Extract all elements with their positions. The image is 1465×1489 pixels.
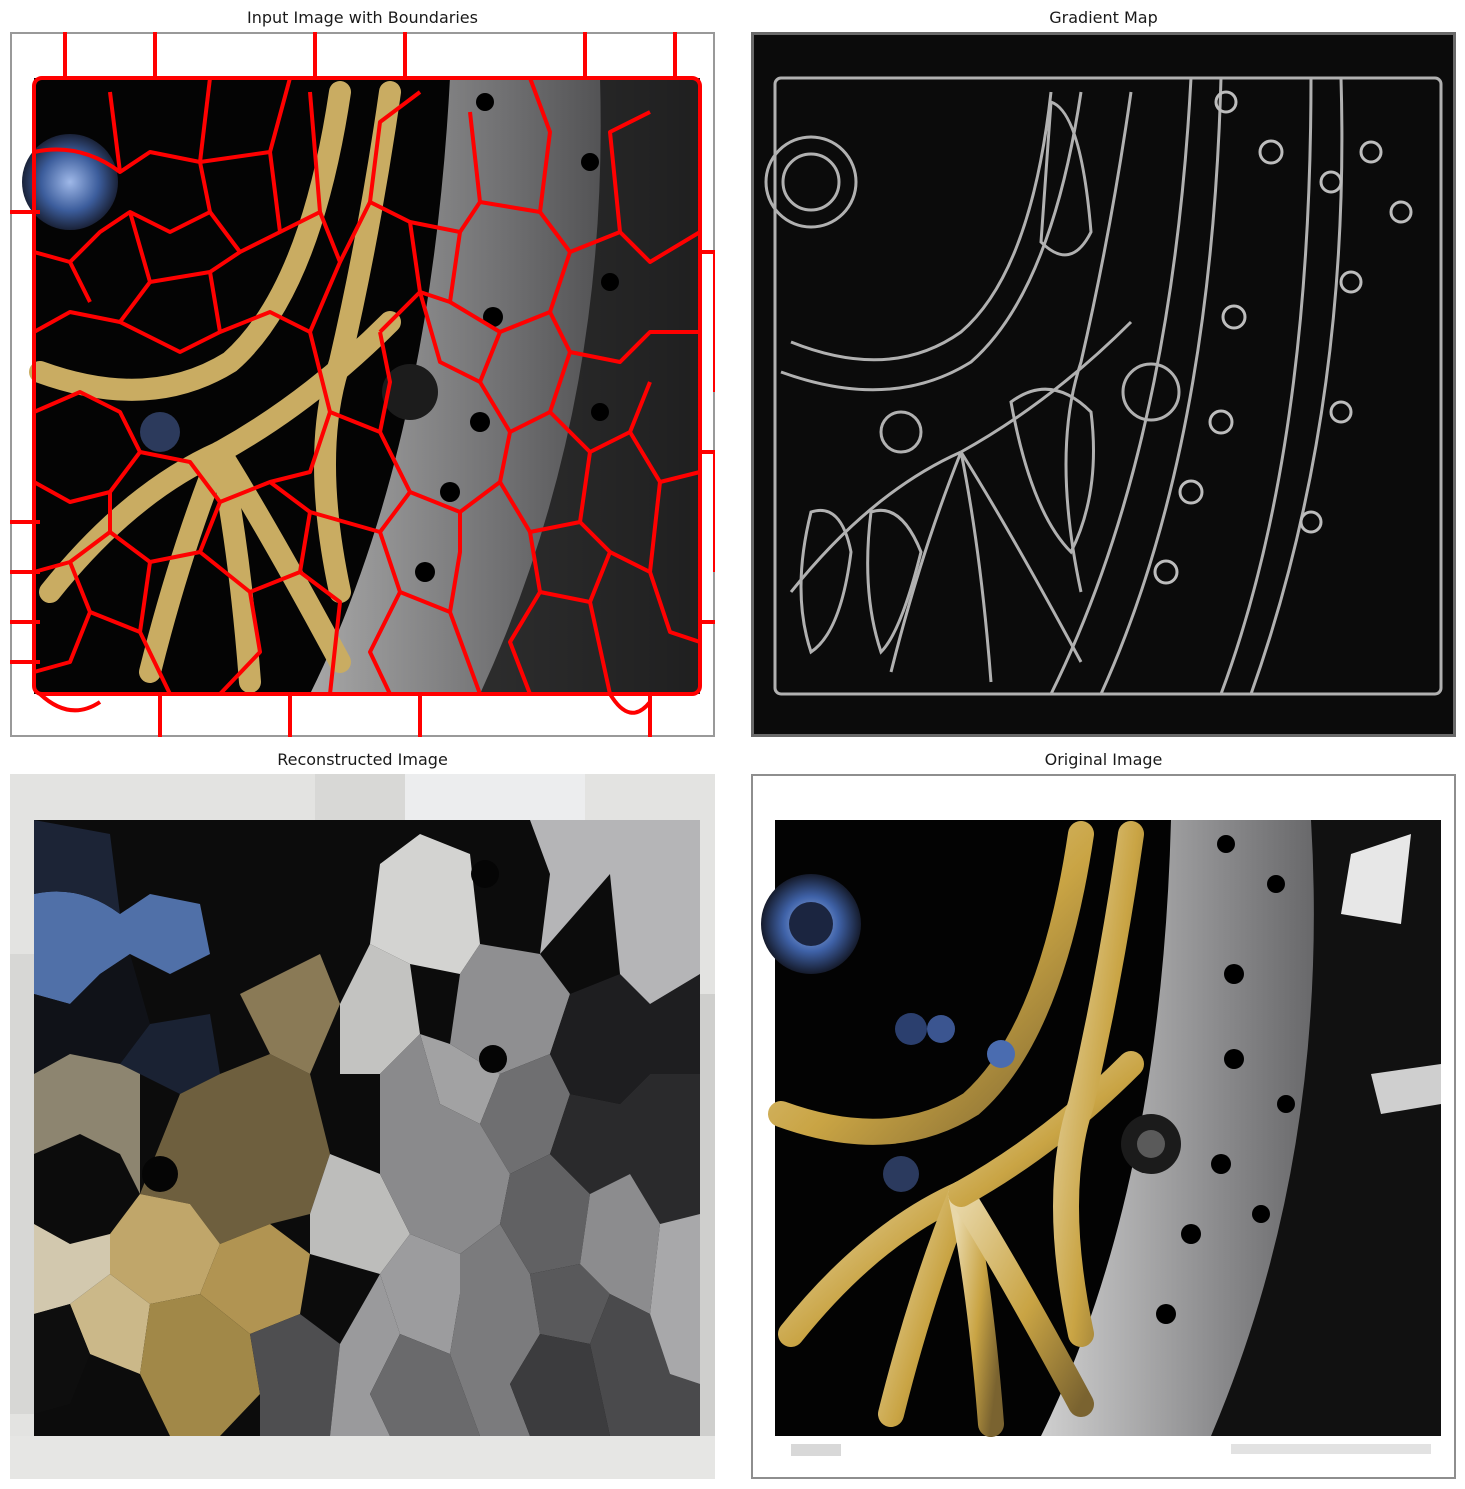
panel-title-reconstructed: Reconstructed Image	[277, 750, 448, 769]
reconstructed-image	[10, 774, 715, 1479]
panel-title-gradient: Gradient Map	[1049, 8, 1158, 27]
original-panel	[751, 774, 1456, 1479]
gradient-panel	[751, 32, 1456, 737]
panel-title-original: Original Image	[1044, 750, 1163, 769]
reconstructed-panel	[10, 774, 715, 1479]
panel-title-boundaries: Input Image with Boundaries	[247, 8, 478, 27]
boundaries-panel	[10, 32, 715, 737]
original-image	[751, 774, 1456, 1479]
boundaries-image	[10, 32, 715, 737]
gradient-map-image	[751, 32, 1456, 737]
superpixel-boundaries	[10, 32, 715, 737]
